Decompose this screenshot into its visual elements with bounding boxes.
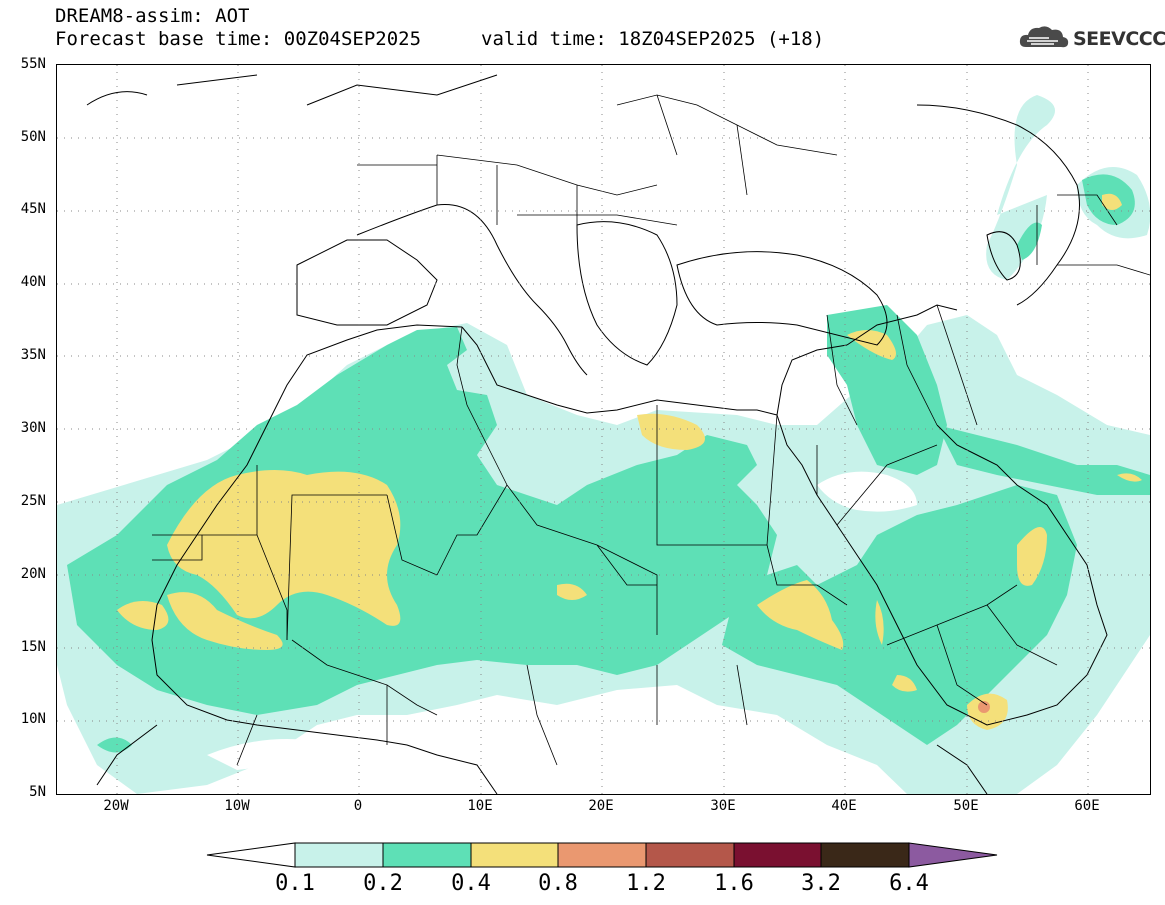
lat-label: 55N [20,56,46,72]
colorbar-label: 1.2 [626,871,666,896]
lat-label: 35N [20,347,46,363]
colorbar-label: 1.6 [714,871,754,896]
lon-label: 0 [353,798,363,814]
colorbar-label: 3.2 [801,871,841,896]
colorbar-label: 0.4 [451,871,491,896]
lat-label: 30N [20,420,46,436]
coastlines [86,74,1108,794]
lat-label: 15N [20,639,46,655]
lon-label: 20E [588,798,614,814]
map-title: DREAM8-assim: AOT [55,5,250,27]
country-borders [152,94,1150,766]
colorbar-label: 0.8 [538,871,578,896]
forecast-time-line: Forecast base time: 00Z04SEP2025 valid ti… [55,28,824,50]
aot-shade-0.2 [67,174,1150,753]
colorbar [205,842,1000,872]
lat-label: 50N [20,129,46,145]
aot-map [56,64,1151,795]
colorbar-label: 6.4 [889,871,929,896]
gridlines [57,65,1150,794]
lat-label: 20N [20,566,46,582]
colorbar-label: 0.1 [275,871,315,896]
lat-label: 5N [29,784,46,800]
lon-label: 10W [224,798,250,814]
valid-time: valid time: 18Z04SEP2025 (+18) [481,28,825,50]
lon-label: 60E [1074,798,1100,814]
lon-label: 10E [467,798,493,814]
base-time: Forecast base time: 00Z04SEP2025 [55,28,422,50]
lon-label: 30E [710,798,736,814]
lon-label: 20W [103,798,129,814]
lat-label: 10N [20,711,46,727]
logo-text: SEEVCCC [1073,28,1165,50]
lat-label: 25N [20,493,46,509]
lon-label: 40E [831,798,857,814]
cloud-icon [1018,23,1070,55]
aot-shade-0.4 [117,193,1142,730]
lon-label: 50E [953,798,979,814]
colorbar-label: 0.2 [363,871,403,896]
seevccc-logo: SEEVCCC [1018,24,1165,54]
aot-shade-0.8 [978,701,990,713]
lat-label: 40N [20,274,46,290]
lat-label: 45N [20,201,46,217]
